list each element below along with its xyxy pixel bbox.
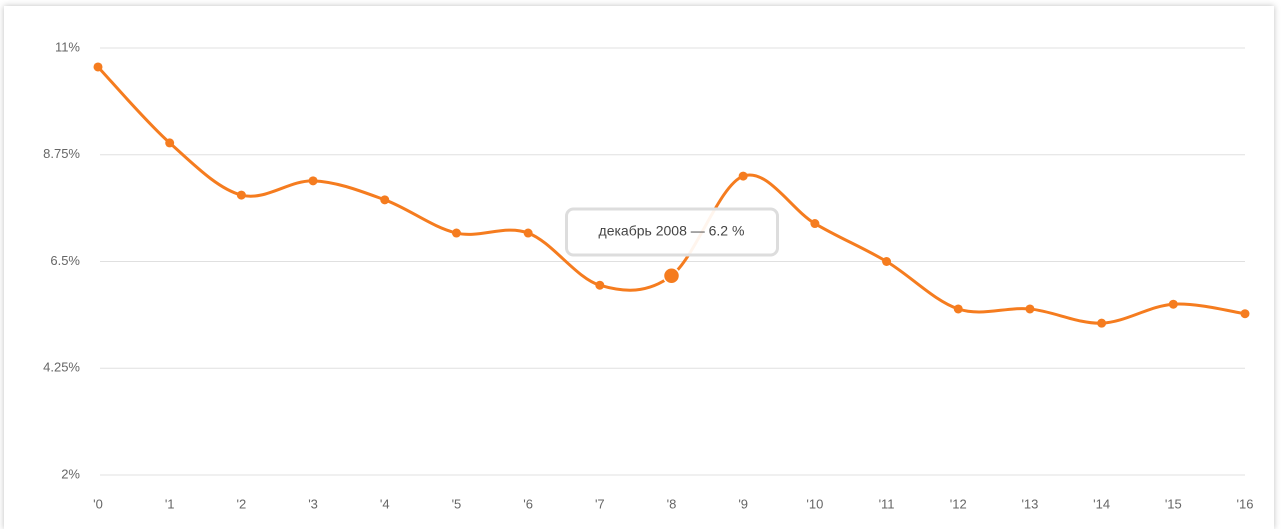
point xyxy=(953,304,963,314)
x-tick-label: '9 xyxy=(738,496,748,511)
point xyxy=(523,228,533,238)
point xyxy=(380,195,390,205)
point xyxy=(451,228,461,238)
tooltip-text: декабрь 2008 — 6.2 % xyxy=(599,223,745,239)
x-tick-label: '10 xyxy=(806,496,823,511)
x-tick-label: '16 xyxy=(1237,496,1254,511)
x-tick-label: '8 xyxy=(667,496,677,511)
point xyxy=(165,138,175,148)
x-tick-label: '2 xyxy=(237,496,247,511)
point xyxy=(1168,299,1178,309)
x-tick-label: '6 xyxy=(523,496,533,511)
line xyxy=(96,65,1246,325)
point xyxy=(595,280,605,290)
x-tick-label: '12 xyxy=(950,496,967,511)
x-tick-label: '4 xyxy=(380,496,390,511)
y-tick-label: 2% xyxy=(61,466,80,481)
x-tick-label: '14 xyxy=(1093,496,1110,511)
x-tick-label: '13 xyxy=(1021,496,1038,511)
tooltip-box xyxy=(565,207,779,257)
x-tick-label: '0 xyxy=(93,496,103,511)
point xyxy=(93,62,103,72)
x-tick-label: '3 xyxy=(308,496,318,511)
point xyxy=(662,266,681,285)
x-tick-label: '5 xyxy=(452,496,462,511)
point xyxy=(810,219,820,229)
point xyxy=(738,171,748,181)
y-tick-label: 6.5% xyxy=(50,253,80,268)
x-tick-label: '7 xyxy=(595,496,605,511)
y-tick-label: 4.25% xyxy=(43,360,80,375)
x-tick-label: '1 xyxy=(165,496,175,511)
point xyxy=(882,257,892,266)
point xyxy=(1097,318,1107,328)
y-tick-label: 8.75% xyxy=(43,146,80,161)
point xyxy=(1240,309,1250,319)
x-tick-label: '11 xyxy=(879,496,895,511)
y-tick-label: 11% xyxy=(55,39,80,54)
chart-card xyxy=(4,6,1274,529)
point xyxy=(236,190,246,200)
point xyxy=(308,176,318,186)
point xyxy=(1025,304,1035,314)
x-tick-label: '15 xyxy=(1165,496,1182,511)
